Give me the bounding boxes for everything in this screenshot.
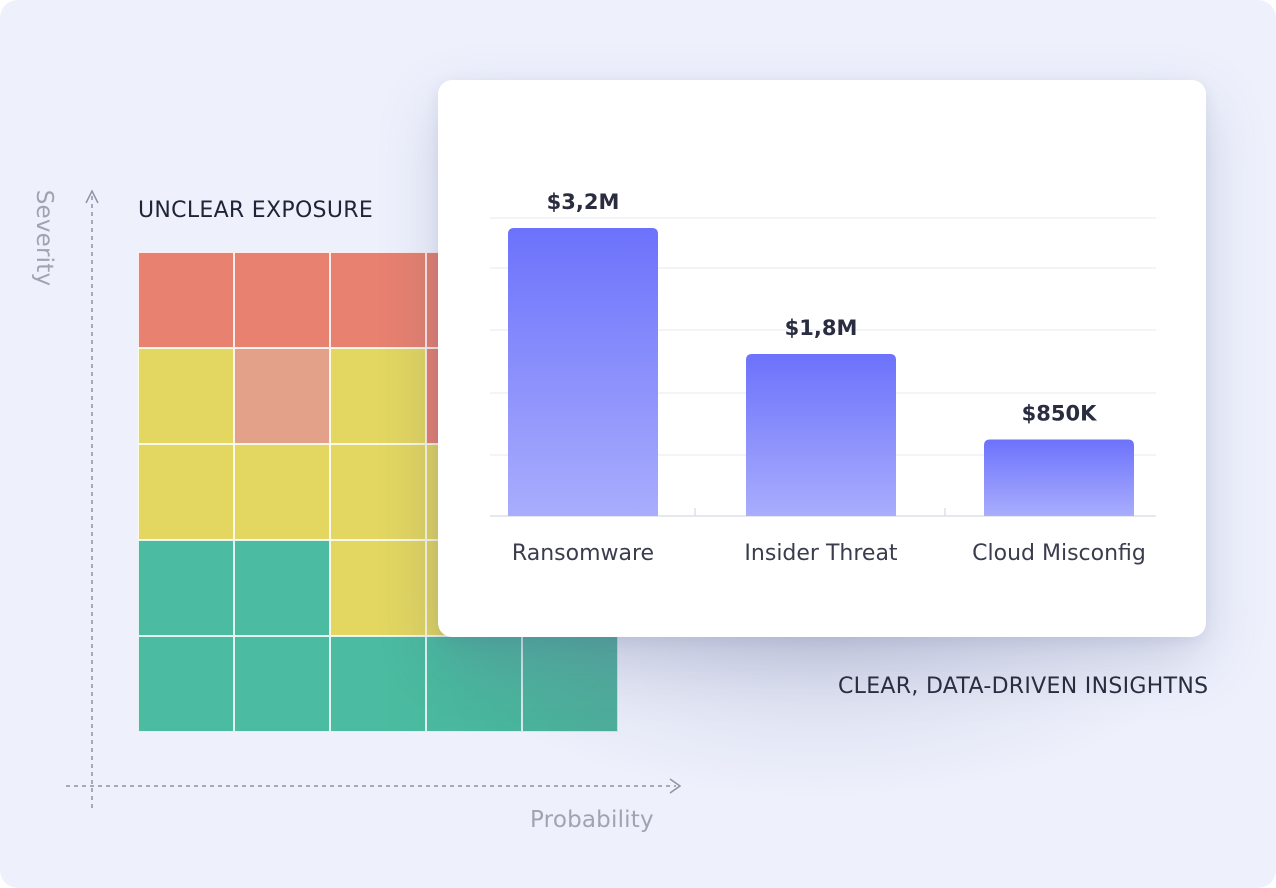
heatmap-cell <box>138 636 234 732</box>
category-label: Ransomware <box>512 541 654 566</box>
heatmap-cell <box>138 348 234 444</box>
bar <box>984 439 1134 516</box>
heatmap-cell <box>426 636 522 732</box>
heatmap-cell <box>138 540 234 636</box>
heatmap-cell <box>138 444 234 540</box>
bar-chart: $3,2M $1,8M $850K Ransomware Insider Threat… <box>490 190 1156 566</box>
heatmap-cell <box>234 444 330 540</box>
heatmap-cell <box>330 348 426 444</box>
x-axis-arrowhead <box>669 778 682 794</box>
bar <box>746 354 896 516</box>
heatmap-cell <box>330 252 426 348</box>
bar-value-label: $3,2M <box>547 190 620 214</box>
heatmap-cell <box>522 636 618 732</box>
heatmap-cell <box>234 348 330 444</box>
heatmap-title: UNCLEAR EXPOSURE <box>138 198 374 223</box>
category-labels: Ransomware Insider Threat Cloud Misconfig <box>512 541 1146 566</box>
heatmap-cell <box>234 252 330 348</box>
category-label: Cloud Misconfig <box>972 541 1146 566</box>
heatmap-cell <box>330 540 426 636</box>
category-label: Insider Threat <box>744 541 898 566</box>
bar-value-label: $1,8M <box>785 316 858 340</box>
severity-axis-label: Severity <box>31 189 57 287</box>
bar-chart-card: $3,2M $1,8M $850K Ransomware Insider Threat… <box>438 80 1206 637</box>
heatmap-cell <box>234 636 330 732</box>
value-labels: $3,2M $1,8M $850K <box>547 190 1097 426</box>
heatmap-cell <box>330 636 426 732</box>
probability-axis-label: Probability <box>530 807 654 833</box>
y-axis-arrowhead <box>85 189 99 204</box>
bar <box>508 228 658 516</box>
heatmap-cell <box>138 252 234 348</box>
heatmap-cell <box>234 540 330 636</box>
heatmap-cell <box>330 444 426 540</box>
bar-chart-title: CLEAR, DATA-DRIVEN INSIGHTNS <box>838 674 1209 699</box>
bars <box>508 228 1134 516</box>
bar-value-label: $850K <box>1022 402 1097 426</box>
